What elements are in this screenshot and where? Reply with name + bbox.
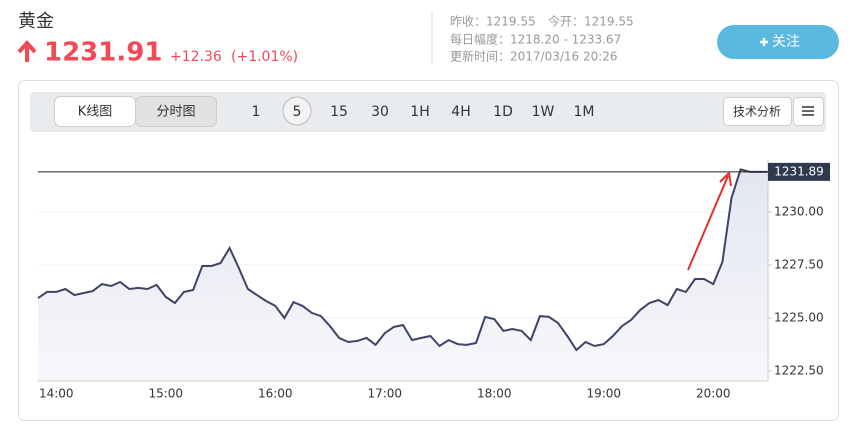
line [37,168,768,352]
change-pct: (+1.01%) [231,49,298,65]
active-interval [282,96,312,126]
open: 今开：1219.55 [548,14,634,29]
button-label: 技术分析 [733,105,781,119]
tab-timeshare[interactable]: 分时图 [135,96,217,127]
tab-label: 分时图 [156,105,195,120]
analysis-button[interactable]: 技术分析 [723,97,792,126]
interval[interactable]: 1 [252,104,261,120]
button-bg [723,97,792,126]
change: +12.36 [170,49,222,65]
plus-icon [760,38,768,46]
updated: 更新时间：2017/03/16 20:26 [450,49,618,64]
interval[interactable]: 1W [532,104,555,120]
menu-button[interactable] [793,97,824,126]
button-bg [717,25,839,59]
interval[interactable]: 4H [451,104,470,120]
x-tick-label: 16:00 [258,387,293,401]
y-tick-label: 1225.00 [774,311,824,325]
tab-label: K线图 [78,105,113,120]
follow-button[interactable]: 关注 [717,25,839,59]
button-label: 关注 [772,34,800,50]
y-tick-label: 1230.00 [774,204,824,218]
area [38,169,768,381]
interval[interactable]: 30 [371,104,389,120]
interval[interactable]: 5 [293,104,302,120]
interval[interactable]: 1M [574,104,595,120]
x-tick-label: 14:00 [39,387,74,401]
prev-close: 昨收：1219.55 [450,15,536,29]
up-arrow [17,39,37,62]
y-tick-label: 1222.50 [774,364,824,378]
y-tick-label: 1227.50 [774,257,824,271]
day-range: 每日幅度：1218.20 - 1233.67 [450,32,621,47]
interval[interactable]: 1D [493,104,513,120]
tab-kline[interactable]: K线图 [54,96,136,127]
interval[interactable]: 15 [330,104,348,120]
x-tick-label: 17:00 [367,387,402,401]
interval[interactable]: 1H [410,104,429,120]
price-tag [768,162,830,181]
menu-icon [802,106,814,116]
x-tick-label: 15:00 [148,387,183,401]
x-tick-label: 20:00 [696,387,731,401]
toolbar [30,92,826,132]
tab-bg [135,96,217,127]
price-tag-label: 1231.89 [774,164,824,178]
x-tick-label: 18:00 [477,387,512,401]
price: 1231.91 [44,38,162,68]
x-tick-label: 19:00 [586,387,621,401]
annotation-arrow [687,170,732,271]
asset-title: 黄金 [18,11,54,32]
